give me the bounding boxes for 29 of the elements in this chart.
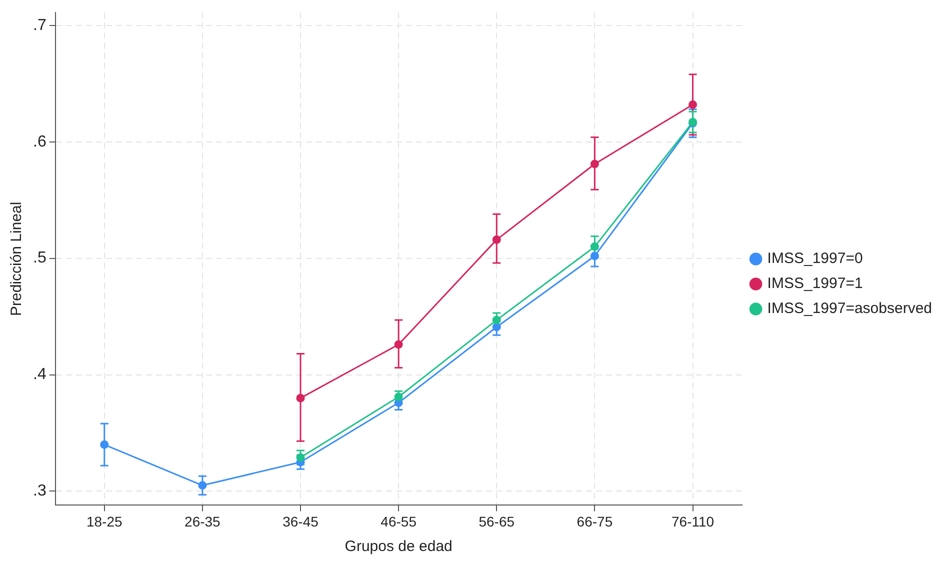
y-tick-label: .6 [33,133,46,150]
y-tick-label: .3 [33,482,46,500]
x-tick-label: 76-110 [671,513,714,530]
x-tick-label: 18-25 [86,513,122,530]
point [492,316,501,324]
y-axis-title: Predicción Lineal [8,202,26,316]
y-tick-label: .7 [33,16,46,34]
point [296,453,305,462]
legend-label: IMSS_1997=1 [767,275,863,292]
x-tick-label: 46-55 [380,513,417,530]
point [198,481,207,490]
x-axis-title: Grupos de edad [344,538,452,556]
point [590,160,599,168]
point [590,252,599,260]
y-tick-label: .5 [33,250,46,267]
x-tick-label: 56-65 [478,513,515,530]
point [590,242,599,251]
point [688,100,698,109]
legend-label: IMSS_1997=0 [767,250,863,268]
legend-label: IMSS_1997=asobserved [767,300,932,318]
y-tick-label: .4 [33,366,46,384]
point [394,340,403,349]
x-tick-label: 36-45 [282,513,319,530]
x-tick-label: 26-35 [184,513,221,530]
point [492,322,501,332]
point [100,440,109,449]
point [492,235,501,244]
x-tick-label: 66-75 [576,513,613,530]
point [296,394,305,402]
